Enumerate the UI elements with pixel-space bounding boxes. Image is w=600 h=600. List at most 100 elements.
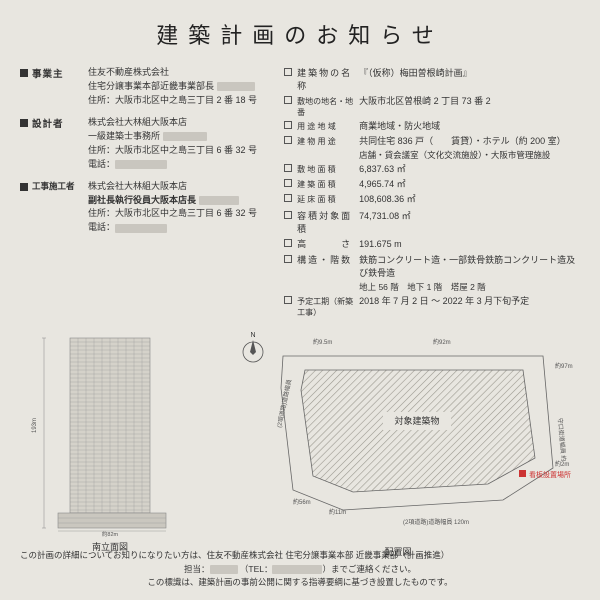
contractor-l1: 株式会社大林組大阪本店	[88, 180, 272, 194]
info-value: 6,837.63 ㎡	[359, 163, 580, 176]
info-row: 建築物の名称『（仮称）梅田曽根崎計画』	[284, 66, 580, 92]
svg-text:約92m: 約92m	[433, 338, 451, 346]
info-label: 高 さ	[297, 237, 359, 250]
info-value: 4,965.74 ㎡	[359, 178, 580, 191]
owner-label: 事業主	[32, 66, 88, 108]
svg-text:(2項道路)道路幅員 120m: (2項道路)道路幅員 120m	[403, 518, 469, 526]
contractor-label: 工事施工者	[32, 180, 88, 236]
svg-text:約97m: 約97m	[555, 362, 573, 370]
info-row: 容積対象面積74,731.08 ㎡	[284, 209, 580, 235]
redact	[163, 132, 207, 141]
contractor-l4: 電話：	[88, 221, 272, 235]
footer-l1: この計画の詳細についてお知りになりたい方は、住友不動産株式会社 住宅分譲事業本部…	[20, 549, 580, 563]
info-label: 建 築 面 積	[297, 179, 359, 190]
contractor-value: 株式会社大林組大阪本店 副社長執行役員大阪本店長 住所：大阪市北区中之島三丁目 …	[88, 180, 272, 236]
info-value: 74,731.08 ㎡	[359, 210, 580, 223]
contractor-l3: 住所：大阪市北区中之島三丁目 6 番 32 号	[88, 207, 272, 221]
svg-text:看板設置場所: 看板設置場所	[529, 470, 571, 479]
info-row: 予定工期（新築工事）2018 年 7 月 2 日 ～ 2022 年 3 月下旬予…	[284, 295, 580, 318]
svg-text:約11m: 約11m	[329, 508, 346, 516]
info-label: 延 床 面 積	[297, 194, 359, 205]
bullet-icon	[20, 183, 28, 191]
page-title: 建築計画のお知らせ	[20, 18, 580, 50]
owner-l3: 住所：大阪市北区中之島三丁目 2 番 18 号	[88, 94, 272, 108]
redact	[217, 82, 255, 91]
svg-text:約82m: 約82m	[102, 530, 119, 538]
checkbox-icon	[284, 121, 292, 129]
checkbox-icon	[284, 255, 292, 263]
owner-l2: 住宅分譲事業本部近畿事業部長	[88, 80, 272, 94]
owner-l1: 住友不動産株式会社	[88, 66, 272, 80]
info-value: 191.675 m	[359, 238, 580, 251]
redact	[272, 565, 322, 574]
info-label: 用 途 地 域	[297, 121, 359, 132]
info-sub: 地上 56 階 地下 1 階 塔屋 2 階	[359, 282, 580, 293]
info-row: 建 築 面 積4,965.74 ㎡	[284, 178, 580, 191]
info-row: 構造・階数鉄筋コンクリート造・一部鉄骨鉄筋コンクリート造及び鉄骨造	[284, 253, 580, 279]
checkbox-icon	[284, 211, 292, 219]
designer-l4: 電話：	[88, 158, 272, 172]
footer: この計画の詳細についてお知りになりたい方は、住友不動産株式会社 住宅分譲事業本部…	[20, 549, 580, 590]
info-value: 鉄筋コンクリート造・一部鉄骨鉄筋コンクリート造及び鉄骨造	[359, 254, 580, 279]
info-sub: 店舗・貸会議室（文化交流施設）・大阪市管理施設	[359, 150, 580, 161]
info-row: 敷 地 面 積6,837.63 ㎡	[284, 163, 580, 176]
checkbox-icon	[284, 296, 292, 304]
upper-section: 事業主 住友不動産株式会社 住宅分譲事業本部近畿事業部長 住所：大阪市北区中之島…	[20, 66, 580, 320]
info-label: 容積対象面積	[297, 209, 359, 235]
owner-value: 住友不動産株式会社 住宅分譲事業本部近畿事業部長 住所：大阪市北区中之島三丁目 …	[88, 66, 272, 108]
info-label: 予定工期（新築工事）	[297, 296, 359, 318]
checkbox-icon	[284, 136, 292, 144]
designer-label: 設計者	[32, 116, 88, 172]
info-row: 敷地の地名・地番大阪市北区曽根崎 2 丁目 73 番 2	[284, 95, 580, 118]
info-value: 『（仮称）梅田曽根崎計画』	[359, 67, 580, 80]
info-value: 大阪市北区曽根崎 2 丁目 73 番 2	[359, 95, 580, 108]
svg-text:対象建築物: 対象建築物	[394, 415, 439, 426]
checkbox-icon	[284, 194, 292, 202]
info-row: 延 床 面 積108,608.36 ㎡	[284, 193, 580, 206]
redact	[115, 224, 167, 233]
checkbox-icon	[284, 68, 292, 76]
svg-text:約9.5m: 約9.5m	[313, 338, 332, 346]
designer-l1: 株式会社大林組大阪本店	[88, 116, 272, 130]
svg-text:守口街道幅員 約: 守口街道幅員 約	[556, 418, 568, 462]
left-column: 事業主 住友不動産株式会社 住宅分譲事業本部近畿事業部長 住所：大阪市北区中之島…	[20, 66, 272, 320]
right-column: 建築物の名称『（仮称）梅田曽根崎計画』敷地の地名・地番大阪市北区曽根崎 2 丁目…	[284, 66, 580, 320]
designer-l2: 一級建築士事務所	[88, 130, 272, 144]
siteplan-svg: N 約9.5m 約92m 約97m 約2m 対象建築物 (2項道路)道路幅員	[216, 328, 580, 538]
info-label: 建築物の名称	[297, 66, 359, 92]
redact	[210, 565, 238, 574]
info-label: 構造・階数	[297, 253, 359, 266]
building-svg: 193m 約82m	[30, 328, 190, 538]
info-value: 商業地域・防火地域	[359, 120, 580, 133]
owner-row: 事業主 住友不動産株式会社 住宅分譲事業本部近畿事業部長 住所：大阪市北区中之島…	[20, 66, 272, 108]
elevation-drawing: 193m 約82m 南立面図	[20, 328, 200, 558]
footer-l3: この標識は、建築計画の事前公開に関する指導要綱に基づき設置したものです。	[20, 576, 580, 590]
svg-text:(2項道路)道路幅員: (2項道路)道路幅員	[275, 379, 293, 429]
designer-l3: 住所：大阪市北区中之島三丁目 6 番 32 号	[88, 144, 272, 158]
svg-text:約56m: 約56m	[293, 498, 311, 506]
info-label: 建 物 用 途	[297, 136, 359, 147]
info-row: 高 さ191.675 m	[284, 237, 580, 251]
info-label: 敷 地 面 積	[297, 164, 359, 175]
info-row: 用 途 地 域商業地域・防火地域	[284, 120, 580, 133]
info-value: 共同住宅 836 戸（ 賃貸）・ホテル（約 200 室）	[359, 135, 580, 148]
checkbox-icon	[284, 164, 292, 172]
bullet-icon	[20, 69, 28, 77]
svg-text:193m: 193m	[32, 418, 38, 433]
designer-value: 株式会社大林組大阪本店 一級建築士事務所 住所：大阪市北区中之島三丁目 6 番 …	[88, 116, 272, 172]
footer-l2: 担当： （TEL：）までご連絡ください。	[20, 563, 580, 577]
info-label: 敷地の地名・地番	[297, 96, 359, 118]
site-plan: N 約9.5m 約92m 約97m 約2m 対象建築物 (2項道路)道路幅員	[216, 328, 580, 558]
contractor-l2: 副社長執行役員大阪本店長	[88, 194, 272, 208]
info-value: 2018 年 7 月 2 日 ～ 2022 年 3 月下旬予定	[359, 295, 580, 308]
contractor-row: 工事施工者 株式会社大林組大阪本店 副社長執行役員大阪本店長 住所：大阪市北区中…	[20, 180, 272, 236]
checkbox-icon	[284, 96, 292, 104]
designer-row: 設計者 株式会社大林組大阪本店 一級建築士事務所 住所：大阪市北区中之島三丁目 …	[20, 116, 272, 172]
checkbox-icon	[284, 179, 292, 187]
lower-section: 193m 約82m 南立面図	[20, 328, 580, 558]
redact	[199, 196, 239, 205]
info-value: 108,608.36 ㎡	[359, 193, 580, 206]
checkbox-icon	[284, 239, 292, 247]
info-row: 建 物 用 途共同住宅 836 戸（ 賃貸）・ホテル（約 200 室）	[284, 135, 580, 148]
redact	[115, 160, 167, 169]
